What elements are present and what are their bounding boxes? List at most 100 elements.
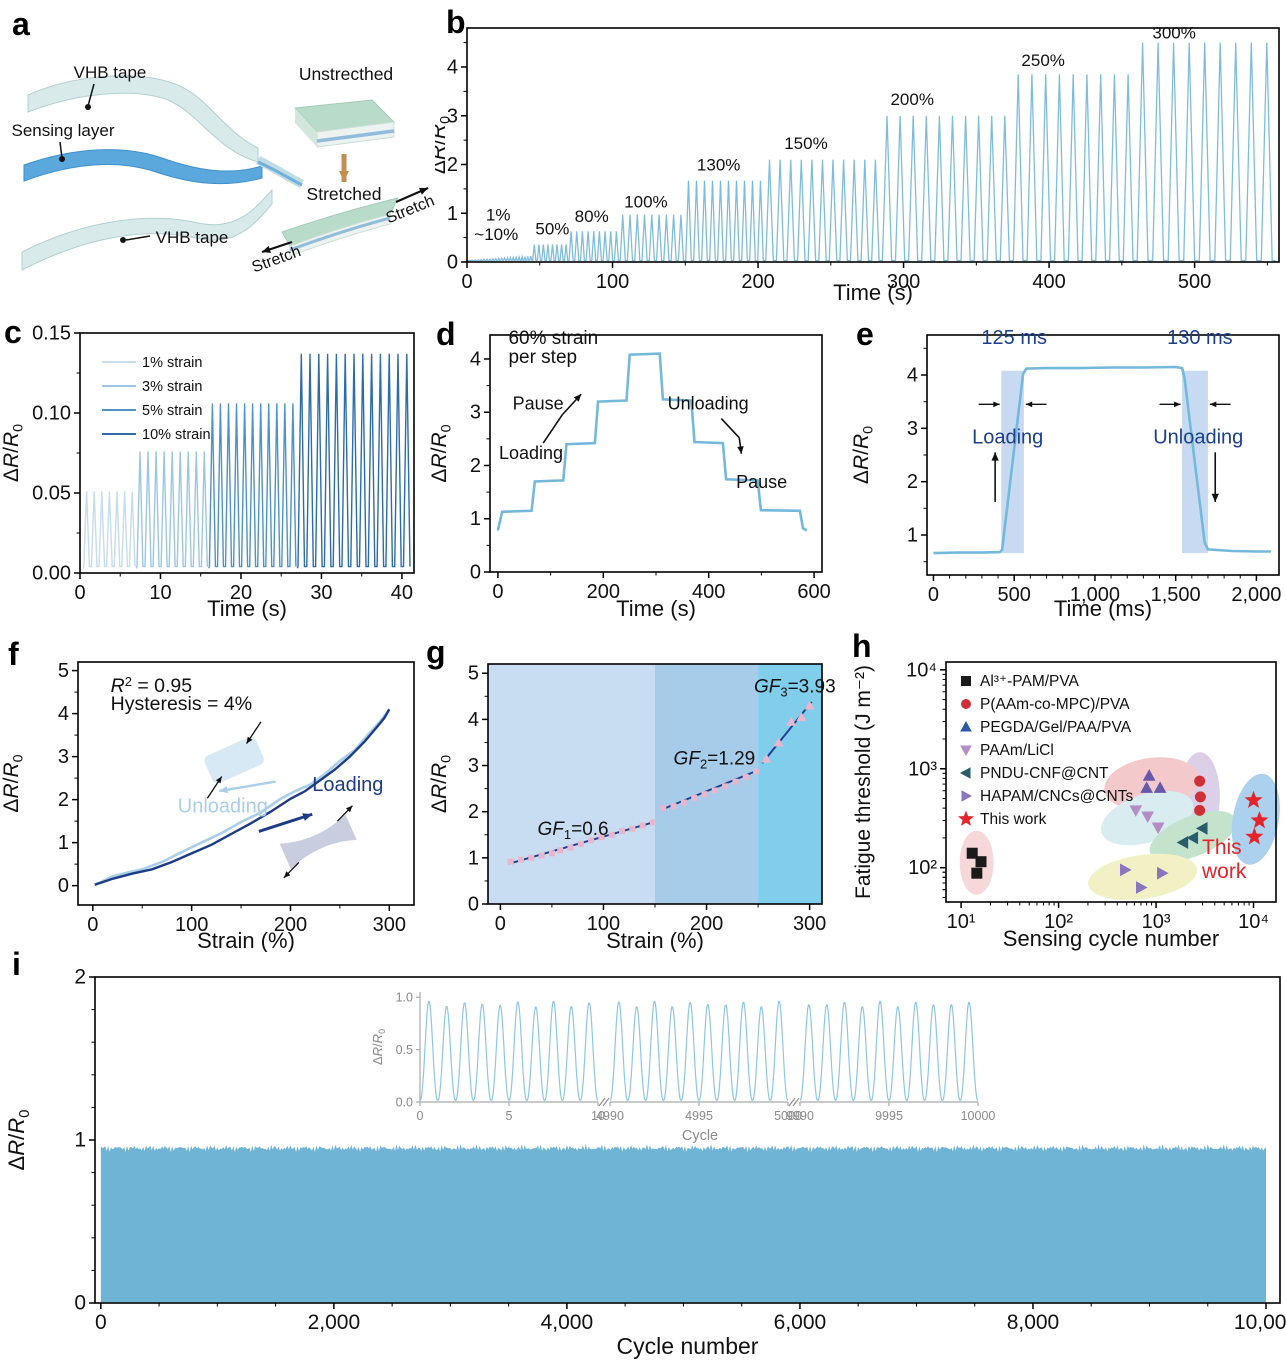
y-tick-label: 0.00 (32, 563, 71, 585)
y-tick-label: 2 (468, 801, 479, 823)
legend-entry-label: PNDU-CNF@CNT (980, 765, 1109, 782)
hysteresis-label: Hysteresis = 4% (111, 693, 252, 715)
x-tick-label: 10¹ (947, 911, 976, 933)
data-marker (1194, 775, 1206, 787)
legend-marker (960, 767, 971, 779)
arrow-head (262, 245, 271, 253)
arrow-head (737, 446, 744, 454)
inset-x-tick-label: 10000 (961, 1109, 996, 1123)
panel-label-c: c (4, 314, 22, 350)
x-tick-label: 300 (793, 913, 826, 935)
x-axis-label: Time (s) (833, 280, 913, 305)
inset-y-tick-label: 0.5 (396, 1043, 413, 1057)
rise-time-label: 125 ms (981, 327, 1047, 349)
unstretched-slab-stripe (316, 129, 395, 143)
strain-level-label: 100% (624, 192, 667, 211)
x-tick-label: 500 (1178, 271, 1211, 293)
unloading-label: Unloading (1153, 426, 1243, 448)
fit-line-3 (761, 701, 813, 764)
data-marker (1136, 881, 1148, 894)
inset-trace (609, 1000, 789, 1102)
data-square (588, 837, 595, 844)
legend-marker (960, 721, 972, 732)
loading-curve (94, 708, 391, 886)
plot-frame (466, 27, 1280, 263)
strain-level-label: 300% (1152, 24, 1195, 43)
stretched-label: Stretched (307, 184, 382, 204)
r-squared-label: R2 = 0.95 (111, 674, 193, 697)
y-tick-label: 0.05 (32, 483, 71, 505)
gauge-factor-label: GF2=1.29 (674, 749, 756, 772)
this-work-label-line2: work (1201, 860, 1247, 883)
x-tick-label: 0 (74, 582, 85, 604)
y-tick-label: 1 (468, 847, 479, 869)
panel-b-trace (466, 42, 1277, 262)
panel-label-b: b (446, 4, 466, 40)
data-square (538, 852, 545, 859)
data-triangle (773, 737, 784, 747)
data-marker (1194, 804, 1206, 816)
strain-level-label: 130% (697, 155, 740, 174)
data-square (567, 844, 574, 851)
data-marker (1129, 805, 1143, 817)
x-axis-label: Strain (%) (606, 928, 704, 952)
laminate-tail-core (257, 160, 303, 187)
data-triangle (786, 716, 797, 726)
x-tick-label: 100 (175, 914, 208, 936)
x-tick-label: 10⁴ (1238, 911, 1269, 933)
x-tick-label: 10 (149, 582, 171, 604)
y-tick-label: 10³ (908, 758, 937, 780)
axis-label: ΔR/R0 (430, 424, 455, 482)
data-marker (1186, 831, 1199, 845)
panel-c-trace (208, 403, 297, 569)
arrow-head (993, 401, 1000, 408)
x-tick-label: 100 (596, 271, 629, 293)
axis-label: ΔR/R0 (435, 116, 454, 174)
panel-g-plot: 0 100 200 300 0 1 2 3 4 5 GF1=0.6 GF2=1.29 GF3=3.93 S… (430, 663, 836, 952)
y-tick-label: 3 (468, 755, 479, 777)
y-tick-label: 4 (470, 348, 481, 370)
inset-y-tick-label: 0.0 (396, 1096, 413, 1110)
x-tick-label: 500 (998, 584, 1031, 606)
data-marker (1142, 769, 1156, 781)
arrow-head (215, 776, 222, 784)
unloading-label: Unloading (178, 796, 268, 818)
y-tick-label: 1 (447, 203, 458, 225)
step-note-line1: 60% strain (508, 328, 598, 349)
data-square (732, 778, 739, 785)
y-tick-label: 3 (58, 746, 69, 768)
panel-label-a: a (12, 6, 30, 42)
x-tick-label: 10³ (1142, 911, 1171, 933)
legend-entry-label: PEGDA/Gel/PAA/PVA (980, 719, 1132, 736)
x-tick-label: 10,000 (1234, 1311, 1286, 1334)
legend-marker (961, 676, 971, 686)
y-tick-label: 2 (58, 789, 69, 811)
legend-marker (960, 745, 972, 756)
strain-level-label: 250% (1021, 51, 1064, 70)
pause-unloading-label: Pause (736, 472, 787, 492)
data-marker (1245, 827, 1264, 845)
panel-label-e: e (856, 316, 874, 352)
data-marker (1250, 811, 1269, 829)
x-tick-label: 0 (492, 581, 503, 603)
pause-loading-label: Pause (513, 394, 564, 414)
data-triangle (804, 700, 815, 710)
legend-entry-label: 5% strain (142, 403, 202, 419)
y-tick-label: 3 (447, 105, 458, 127)
strain-level-label: 1% (486, 206, 511, 225)
axis-label: ΔR/R0 (430, 755, 455, 813)
y-tick-label: 2 (470, 455, 481, 477)
vhb-top-label: VHB tape (74, 63, 147, 82)
legend-entry-label: This work (980, 811, 1047, 828)
gauge-factor-label: GF1=0.6 (537, 819, 608, 842)
panel-label-i: i (12, 946, 21, 982)
x-tick-label: 40 (391, 582, 413, 604)
x-tick-label: 6,000 (774, 1311, 827, 1334)
y-tick-label: 4 (58, 703, 69, 725)
plot-frame (926, 334, 1280, 576)
inset-x-tick-label: 0 (417, 1109, 424, 1123)
data-square (660, 805, 667, 811)
